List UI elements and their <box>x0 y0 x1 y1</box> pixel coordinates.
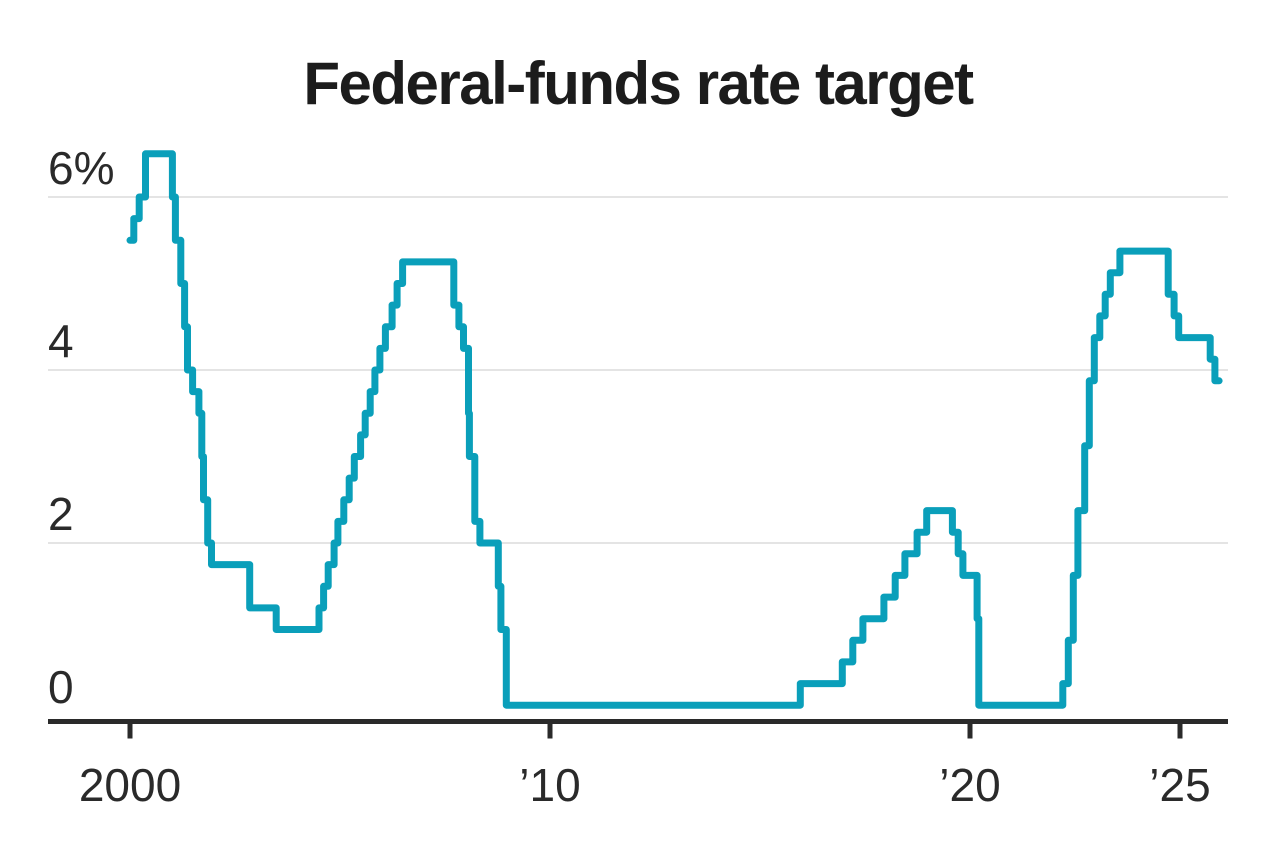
x-tick-label-2025: ’25 <box>1149 759 1210 811</box>
rate-step-line <box>126 150 1223 709</box>
y-tick-label-0: 0 <box>48 661 74 713</box>
y-tick-label-2: 2 <box>48 488 74 540</box>
y-tick-label-6: 6% <box>48 142 114 194</box>
x-tick-label-2010: ’10 <box>519 759 580 811</box>
x-tick-label-2020: ’20 <box>939 759 1000 811</box>
x-axis <box>48 719 1228 739</box>
y-tick-label-4: 4 <box>48 315 74 367</box>
x-tick-label-2000: 2000 <box>79 759 181 811</box>
rate-step-line-layer <box>126 150 1223 709</box>
chart-title: Federal-funds rate target <box>303 50 974 117</box>
gridlines <box>48 196 1228 544</box>
